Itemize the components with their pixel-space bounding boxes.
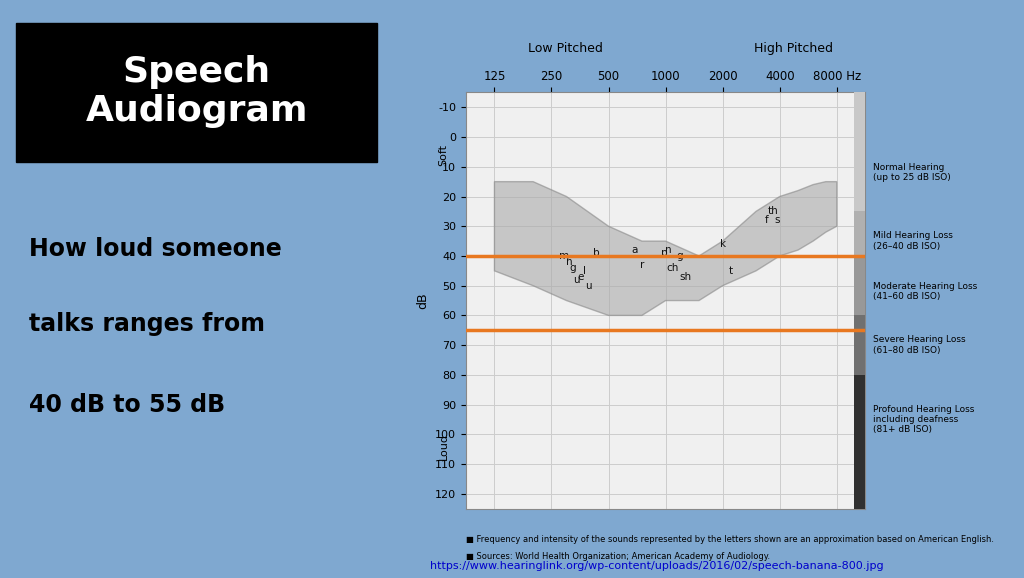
Text: f: f [765,215,768,225]
Bar [854,256,865,316]
Text: Low Pitched: Low Pitched [528,42,603,55]
FancyBboxPatch shape [16,23,377,162]
Text: e: e [578,272,584,282]
Text: ch: ch [667,263,679,273]
Text: ■ Sources: World Health Organization; American Academy of Audiology.: ■ Sources: World Health Organization; Am… [466,552,770,561]
Text: How loud someone: How loud someone [29,236,282,261]
Text: 40 dB to 55 dB: 40 dB to 55 dB [29,392,225,417]
Text: Speech
Audiogram: Speech Audiogram [85,55,308,128]
Bar [854,316,865,375]
Text: g: g [676,251,683,261]
Bar [854,375,865,509]
Text: l: l [584,266,587,276]
Text: talks ranges from: talks ranges from [29,312,264,336]
Text: Moderate Hearing Loss
(41–60 dB ISO): Moderate Hearing Loss (41–60 dB ISO) [873,282,978,301]
Text: Normal Hearing
(up to 25 dB ISO): Normal Hearing (up to 25 dB ISO) [873,163,951,183]
Y-axis label: dB: dB [417,292,429,309]
Text: u: u [585,281,592,291]
Text: High Pitched: High Pitched [754,42,833,55]
Text: n: n [665,245,672,255]
Text: s: s [775,215,780,225]
Text: Loud: Loud [438,433,449,460]
Text: k: k [720,239,726,249]
Text: Profound Hearing Loss
including deafness
(81+ dB ISO): Profound Hearing Loss including deafness… [873,405,975,434]
Text: r: r [640,260,644,270]
Text: https://www.hearinglink.org/wp-content/uploads/2016/02/speech-banana-800.jpg: https://www.hearinglink.org/wp-content/u… [430,561,884,571]
Text: n: n [566,257,572,267]
Text: b: b [593,248,599,258]
Text: t: t [728,266,732,276]
Text: Mild Hearing Loss
(26–40 dB ISO): Mild Hearing Loss (26–40 dB ISO) [873,231,953,251]
Text: u: u [573,275,581,285]
Text: m: m [559,251,568,261]
Text: Severe Hearing Loss
(61–80 dB ISO): Severe Hearing Loss (61–80 dB ISO) [873,335,966,355]
Text: sh: sh [680,272,692,282]
Text: p: p [660,248,668,258]
Bar [854,92,865,212]
Polygon shape [495,181,837,316]
Text: Soft: Soft [438,144,449,166]
Bar [854,212,865,256]
Text: ■ Frequency and intensity of the sounds represented by the letters shown are an : ■ Frequency and intensity of the sounds … [466,535,994,544]
Text: g: g [569,263,577,273]
Text: a: a [632,245,638,255]
Text: th: th [768,206,778,216]
